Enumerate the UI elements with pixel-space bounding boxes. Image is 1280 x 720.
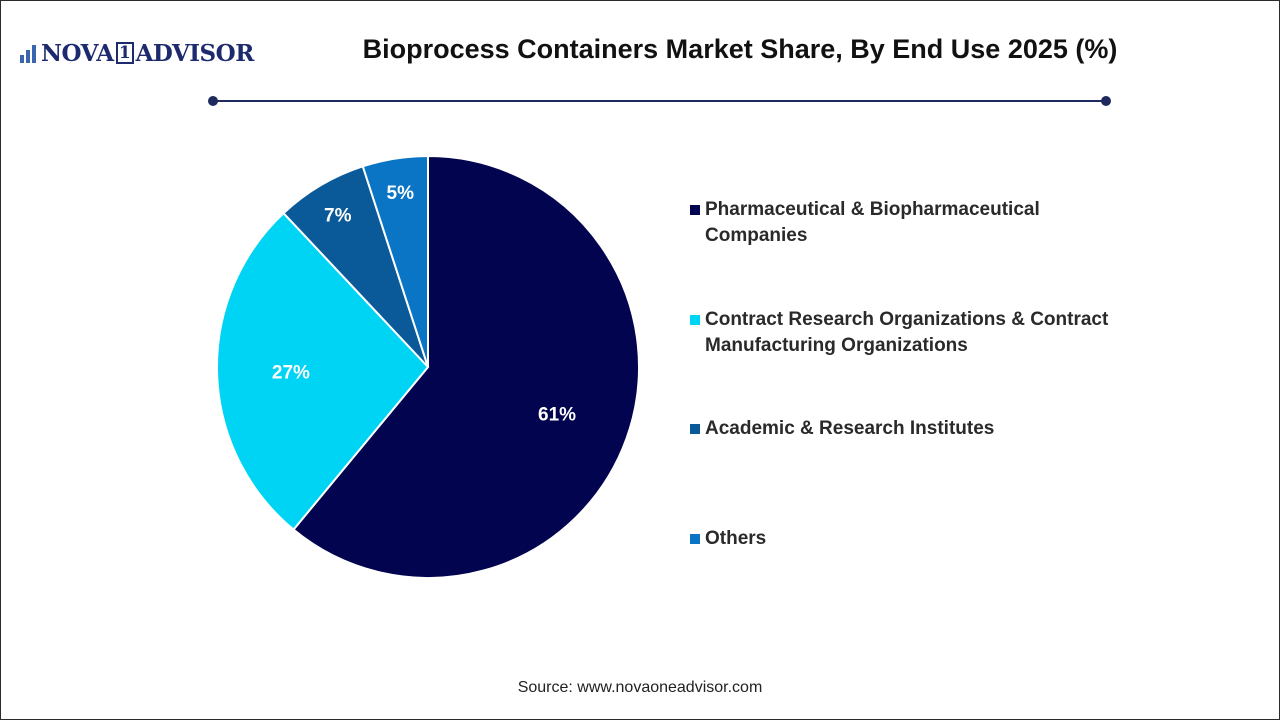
slice-label-2: 7% [324,205,352,226]
title-divider [213,100,1106,102]
pie-slice-0 [292,154,640,579]
legend-label-line: Pharmaceutical & Biopharmaceutical [705,199,1040,220]
legend-label-line: Others [705,528,767,549]
legend-swatch-1 [690,315,700,325]
logo-bars-icon [20,43,38,63]
legend-label-line: Academic & Research Institutes [705,418,995,439]
slice-label-0: 61% [538,404,576,425]
pie-slice-1 [216,211,430,531]
legend-item-0: Pharmaceutical & Biopharmaceutical Compan… [690,197,1040,249]
source-note: Source: www.novaoneadvisor.com [517,679,763,696]
chart-title: Bioprocess Containers Market Share, By E… [362,34,1118,64]
legend-item-3: Others [690,526,766,552]
legend-label-line: Companies [705,225,808,246]
logo-text-right: ADVISOR [135,39,255,67]
legend-swatch-2 [690,424,700,434]
logo-wordmark: NOVA 1 ADVISOR [41,40,254,67]
slice-label-1: 27% [272,362,310,383]
logo-text-left: NOVA [41,39,114,67]
logo-text-one: 1 [115,42,134,64]
nova-one-advisor-logo: NOVA 1 ADVISOR [20,36,254,70]
legend-swatch-0 [690,205,700,215]
pie-slice-3 [361,154,429,368]
legend-label-1: Contract Research Organizations & Contra… [705,307,1108,359]
legend-label-0: Pharmaceutical & Biopharmaceutical Compan… [705,197,1040,249]
legend-item-2: Academic & Research Institutes [690,416,994,442]
legend-label-line: Contract Research Organizations & Contra… [705,309,1109,330]
legend-label-3: Others [705,526,766,552]
legend-swatch-3 [690,534,700,544]
legend-label-2: Academic & Research Institutes [705,416,994,442]
legend-item-1: Contract Research Organizations & Contra… [690,307,1108,359]
divider-dot-right [1101,96,1111,106]
divider-dot-left [208,96,218,106]
legend-label-line: Manufacturing Organizations [705,335,968,356]
slice-label-3: 5% [387,183,415,204]
